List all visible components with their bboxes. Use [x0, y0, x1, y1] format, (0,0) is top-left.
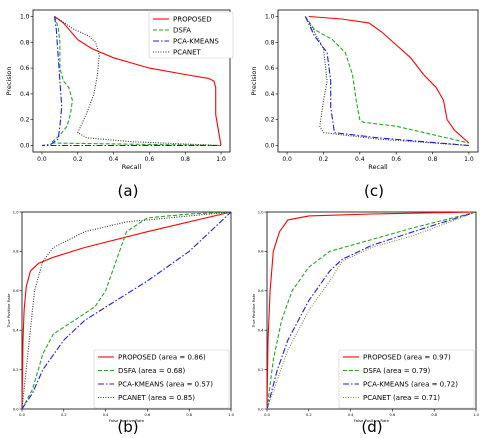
legend-label: DSFA — [173, 26, 191, 34]
y-tick-label: 0.6 — [20, 65, 30, 72]
x-tick-label: 0.2 — [319, 156, 329, 163]
series-line-proposed — [21, 211, 232, 410]
legend-box — [93, 349, 230, 409]
series-line-pca-kmeans — [41, 16, 221, 147]
x-tick-label: 1.0 — [228, 413, 234, 417]
x-tick-label: 0.6 — [145, 156, 155, 163]
series-line-pca-kmeans — [304, 16, 469, 147]
panel-label: (d) — [361, 418, 382, 436]
chart-panel-3: 0.0 0.2 0.4 0.6 0.8 1.0 0.0 0.2 0.4 0.6 0.8 1.0 Fals… — [251, 210, 480, 436]
y-tick-label: 0.4 — [258, 329, 264, 333]
series-line-pca-kmeans — [266, 211, 477, 410]
series-line-pcanet — [304, 16, 469, 147]
x-tick-label: 0.8 — [431, 413, 437, 417]
y-tick-label: 0.2 — [265, 117, 275, 124]
legend-box — [338, 349, 475, 409]
x-tick-label: 0.0 — [282, 156, 292, 163]
legend-label: PCANET — [173, 48, 202, 56]
x-axis-label: False Positive Rate — [354, 418, 390, 423]
y-tick-label: 0.4 — [265, 91, 275, 98]
panel-label: (b) — [117, 418, 138, 436]
x-tick-label: 0.4 — [103, 413, 109, 417]
x-tick-label: 0.2 — [306, 413, 312, 417]
chart-panel-2: 0.0 0.2 0.4 0.6 0.8 1.0 0.0 0.2 0.4 0.6 0.8 1.0 Fals… — [6, 210, 235, 436]
x-tick-label: 0.2 — [73, 156, 83, 163]
x-tick-label: 0.6 — [391, 156, 401, 163]
y-tick-label: 0.0 — [258, 407, 264, 411]
series-line-pcanet — [266, 211, 477, 410]
y-axis-label: True Positive Rate — [6, 293, 11, 328]
series-line-pca-kmeans — [21, 211, 232, 410]
y-tick-label: 1.0 — [20, 13, 30, 20]
x-tick-label: 0.8 — [180, 156, 190, 163]
legend-box — [148, 11, 234, 59]
x-tick-label: 0.2 — [61, 413, 67, 417]
legend-label: PCA-KMEANS — [173, 37, 219, 45]
y-tick-label: 1.0 — [13, 210, 19, 214]
y-tick-label: 0.6 — [265, 65, 275, 72]
legend-label: PROPOSED (area = 0.97) — [363, 353, 451, 361]
x-tick-label: 0.0 — [264, 413, 270, 417]
legend-label: DSFA (area = 0.68) — [118, 367, 185, 375]
x-tick-label: 1.0 — [216, 156, 226, 163]
y-tick-label: 0.8 — [20, 39, 30, 46]
legend-label: PCANET (area = 0.85) — [118, 394, 195, 402]
x-axis-label: False Positive Rate — [109, 418, 145, 423]
legend-label: PCA-KMEANS (area = 0.57) — [118, 380, 213, 388]
plot-frame — [266, 211, 477, 410]
series-line-proposed — [308, 15, 470, 144]
x-tick-label: 0.6 — [145, 413, 151, 417]
plot-frame — [32, 9, 231, 153]
y-tick-label: 0.2 — [258, 368, 264, 372]
legend-label: PROPOSED (area = 0.86) — [118, 353, 206, 361]
legend-label: PCA-KMEANS (area = 0.72) — [363, 380, 458, 388]
y-tick-label: 0.6 — [13, 289, 19, 293]
x-tick-label: 0.0 — [19, 413, 25, 417]
x-tick-label: 0.4 — [348, 413, 354, 417]
y-tick-label: 0.8 — [13, 250, 19, 254]
y-tick-label: 0.0 — [20, 143, 30, 150]
x-tick-label: 0.6 — [390, 413, 396, 417]
y-tick-label: 0.8 — [258, 250, 264, 254]
chart-panel-0: 0.0 0.2 0.4 0.6 0.8 1.0 0.0 0.2 0.4 0.6 0.8 1.0 Reca… — [5, 9, 234, 200]
chart-panel-1: 0.0 0.2 0.4 0.6 0.8 1.0 0.0 0.2 0.4 0.6 0.8 1.0 Reca… — [250, 9, 479, 200]
x-axis-label: Recall — [368, 163, 388, 171]
y-tick-label: 1.0 — [258, 210, 264, 214]
x-tick-label: 0.8 — [428, 156, 438, 163]
plot-frame — [21, 211, 232, 410]
panel-label: (c) — [364, 182, 384, 200]
y-axis-label: True Positive Rate — [251, 293, 256, 328]
x-tick-label: 0.0 — [37, 156, 47, 163]
y-tick-label: 0.0 — [265, 143, 275, 150]
y-tick-label: 0.4 — [13, 329, 19, 333]
series-line-proposed — [54, 16, 222, 146]
plot-frame — [277, 9, 479, 153]
x-tick-label: 1.0 — [464, 156, 474, 163]
y-axis-label: Precision — [5, 66, 13, 95]
panel-label: (a) — [118, 182, 139, 200]
x-tick-label: 0.8 — [186, 413, 192, 417]
y-tick-label: 0.6 — [258, 289, 264, 293]
y-tick-label: 0.4 — [20, 91, 30, 98]
y-tick-label: 0.2 — [13, 368, 19, 372]
x-tick-label: 1.0 — [473, 413, 479, 417]
x-tick-label: 0.4 — [109, 156, 119, 163]
y-tick-label: 0.8 — [265, 39, 275, 46]
series-line-dsfa — [304, 16, 470, 144]
series-line-dsfa — [21, 211, 232, 410]
x-tick-label: 0.4 — [355, 156, 365, 163]
series-line-proposed — [266, 211, 477, 410]
y-tick-label: 0.0 — [13, 407, 19, 411]
legend-label: DSFA (area = 0.79) — [363, 367, 430, 375]
legend-label: PCANET (area = 0.71) — [363, 394, 440, 402]
y-tick-label: 0.2 — [20, 117, 30, 124]
series-line-pcanet — [21, 211, 232, 410]
x-axis-label: Recall — [122, 163, 142, 171]
y-axis-label: Precision — [250, 66, 258, 95]
legend-label: PROPOSED — [173, 15, 212, 23]
y-tick-label: 1.0 — [265, 13, 275, 20]
series-line-dsfa — [266, 211, 477, 410]
